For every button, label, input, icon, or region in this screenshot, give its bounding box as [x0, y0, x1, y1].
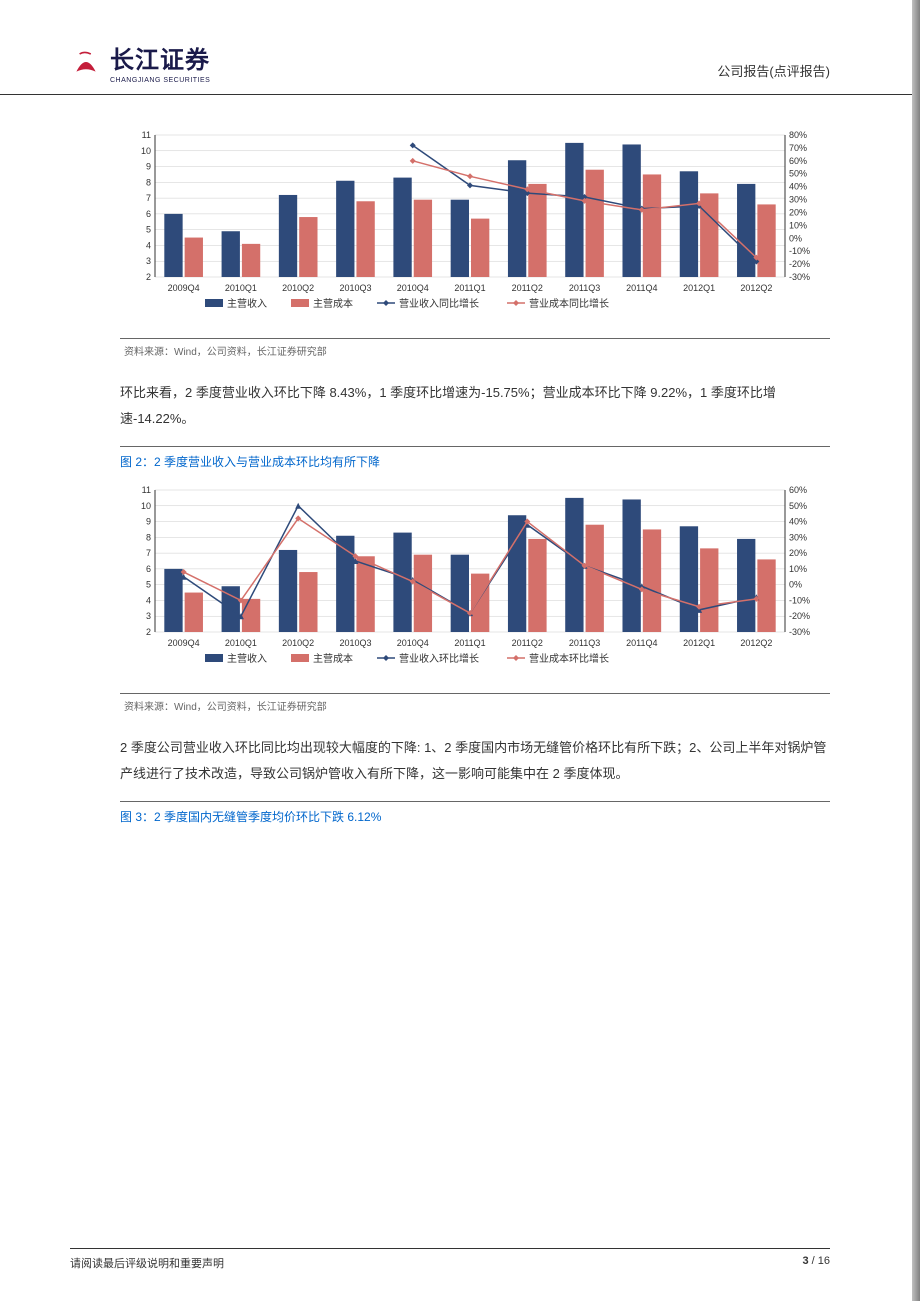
svg-text:主营收入: 主营收入: [227, 652, 267, 665]
svg-text:2012Q1: 2012Q1: [683, 283, 715, 293]
page-border-shadow: [912, 0, 920, 1301]
svg-text:-20%: -20%: [789, 259, 810, 269]
svg-text:10: 10: [141, 146, 151, 156]
svg-text:主营成本: 主营成本: [313, 652, 353, 665]
content-area: 234567891011-30%-20%-10%0%10%20%30%40%50…: [0, 95, 920, 855]
svg-text:-10%: -10%: [789, 246, 810, 256]
svg-text:2011Q4: 2011Q4: [626, 638, 657, 648]
source2-text: 资料来源：Wind，公司资料，长江证券研究部: [120, 693, 830, 725]
svg-text:30%: 30%: [789, 532, 807, 542]
svg-text:2009Q4: 2009Q4: [168, 283, 200, 293]
svg-text:2012Q2: 2012Q2: [740, 638, 772, 648]
svg-text:30%: 30%: [789, 195, 807, 205]
svg-text:2011Q3: 2011Q3: [569, 638, 600, 648]
footer-disclaimer: 请阅读最后评级说明和重要声明: [70, 1255, 224, 1271]
svg-text:40%: 40%: [789, 517, 807, 527]
svg-text:20%: 20%: [789, 207, 807, 217]
svg-text:-30%: -30%: [789, 627, 810, 637]
svg-text:4: 4: [146, 240, 151, 250]
chart2: 2 3 4 5 6 7 8 9 10 11 -30% -20% -10% 0% 10% 20% 30% 40% 50…: [120, 480, 830, 680]
svg-text:2010Q3: 2010Q3: [339, 638, 371, 648]
svg-text:主营收入: 主营收入: [227, 297, 267, 310]
svg-text:2011Q2: 2011Q2: [512, 283, 543, 293]
page-header: 长江证券 CHANGJIANG SECURITIES 公司报告(点评报告): [0, 0, 920, 95]
page-current: 3: [802, 1255, 808, 1267]
figure3-title: 图 3：2 季度国内无缝管季度均价环比下跌 6.12%: [120, 801, 830, 825]
svg-text:2010Q4: 2010Q4: [397, 283, 429, 293]
svg-text:50%: 50%: [789, 169, 807, 179]
svg-text:0%: 0%: [789, 580, 802, 590]
svg-text:11: 11: [142, 485, 151, 495]
svg-text:营业成本环比增长: 营业成本环比增长: [529, 652, 609, 665]
svg-text:11: 11: [142, 130, 151, 140]
svg-text:2010Q1: 2010Q1: [225, 638, 257, 648]
svg-text:20%: 20%: [789, 548, 807, 558]
svg-text:60%: 60%: [789, 156, 807, 166]
svg-text:6: 6: [146, 209, 151, 219]
page-total: 16: [818, 1255, 830, 1267]
svg-text:3: 3: [146, 611, 151, 621]
page-number: 3 / 16: [802, 1255, 830, 1271]
logo-area: 长江证券 CHANGJIANG SECURITIES: [70, 40, 210, 84]
chart1-container: 2 3 4 5 6 7 8 9 10 11 -30% -20% -10% 0% 10% 20% 30% 40% 50…: [120, 125, 830, 330]
svg-text:9: 9: [146, 162, 151, 172]
svg-text:2: 2: [146, 627, 151, 637]
logo-text: 长江证券 CHANGJIANG SECURITIES: [110, 40, 210, 84]
svg-text:4: 4: [146, 595, 151, 605]
svg-text:2010Q4: 2010Q4: [397, 638, 429, 648]
svg-text:7: 7: [146, 193, 151, 203]
logo-icon: [70, 46, 102, 78]
svg-text:40%: 40%: [789, 182, 807, 192]
logo-cn-text: 长江证券: [110, 40, 210, 75]
svg-text:6: 6: [146, 564, 151, 574]
page-footer: 请阅读最后评级说明和重要声明 3 / 16: [70, 1248, 830, 1271]
svg-text:70%: 70%: [789, 143, 807, 153]
source1-text: 资料来源：Wind，公司资料，长江证券研究部: [120, 338, 830, 370]
svg-text:10%: 10%: [789, 220, 807, 230]
svg-text:2010Q2: 2010Q2: [282, 638, 314, 648]
report-type-label: 公司报告(点评报告): [717, 61, 830, 84]
svg-text:2010Q1: 2010Q1: [225, 283, 257, 293]
svg-text:-30%: -30%: [789, 272, 810, 282]
svg-text:营业收入环比增长: 营业收入环比增长: [399, 652, 479, 665]
paragraph2: 2 季度公司营业收入环比同比均出现较大幅度的下降: 1、2 季度国内市场无缝管价…: [120, 735, 830, 787]
svg-text:2011Q1: 2011Q1: [454, 638, 485, 648]
svg-text:主营成本: 主营成本: [313, 297, 353, 310]
svg-text:5: 5: [146, 580, 151, 590]
chart2-container: 2 3 4 5 6 7 8 9 10 11 -30% -20% -10% 0% 10% 20% 30% 40% 50…: [120, 480, 830, 685]
svg-text:10%: 10%: [789, 564, 807, 574]
svg-text:8: 8: [146, 532, 151, 542]
svg-text:-10%: -10%: [789, 595, 810, 605]
svg-text:2011Q1: 2011Q1: [454, 283, 485, 293]
svg-text:2011Q2: 2011Q2: [512, 638, 543, 648]
paragraph1: 环比来看，2 季度营业收入环比下降 8.43%，1 季度环比增速为-15.75%…: [120, 380, 830, 432]
chart1: 2 3 4 5 6 7 8 9 10 11 -30% -20% -10% 0% 10% 20% 30% 40% 50…: [120, 125, 830, 325]
svg-text:2010Q3: 2010Q3: [339, 283, 371, 293]
svg-text:2012Q2: 2012Q2: [740, 283, 772, 293]
logo-en-text: CHANGJIANG SECURITIES: [110, 77, 210, 84]
svg-text:2011Q3: 2011Q3: [569, 283, 600, 293]
svg-text:60%: 60%: [789, 485, 807, 495]
svg-text:营业成本同比增长: 营业成本同比增长: [529, 297, 609, 310]
svg-text:3: 3: [146, 256, 151, 266]
svg-text:80%: 80%: [789, 130, 807, 140]
svg-text:营业收入同比增长: 营业收入同比增长: [399, 297, 479, 310]
svg-text:8: 8: [146, 177, 151, 187]
figure2-title: 图 2：2 季度营业收入与营业成本环比均有所下降: [120, 446, 830, 470]
svg-text:2010Q2: 2010Q2: [282, 283, 314, 293]
svg-text:10: 10: [141, 501, 151, 511]
svg-text:5: 5: [146, 225, 151, 235]
svg-text:2012Q1: 2012Q1: [683, 638, 715, 648]
svg-text:7: 7: [146, 548, 151, 558]
svg-text:-20%: -20%: [789, 611, 810, 621]
svg-text:50%: 50%: [789, 501, 807, 511]
svg-text:2009Q4: 2009Q4: [168, 638, 200, 648]
svg-text:0%: 0%: [789, 233, 802, 243]
svg-text:2: 2: [146, 272, 151, 282]
svg-text:2011Q4: 2011Q4: [626, 283, 657, 293]
svg-text:9: 9: [146, 517, 151, 527]
